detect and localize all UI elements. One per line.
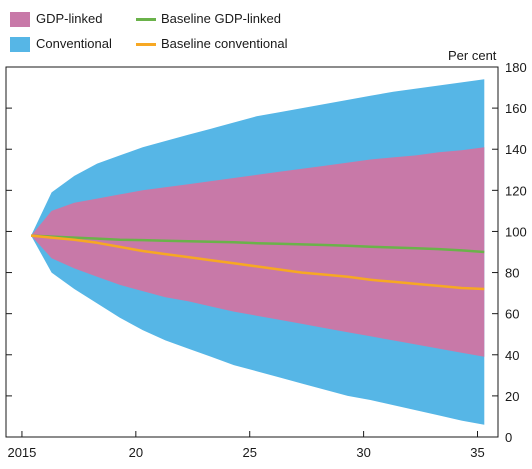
legend-label-baseline-conventional: Baseline conventional <box>161 36 288 51</box>
x-tick-label: 25 <box>242 445 256 460</box>
y-tick-label: 140 <box>505 142 527 157</box>
plot-frame <box>5 66 499 438</box>
x-tick-label: 30 <box>356 445 370 460</box>
legend-label-gdp-linked: GDP-linked <box>36 11 103 26</box>
legend-label-baseline-gdp-linked: Baseline GDP-linked <box>161 11 281 26</box>
legend-label-conventional: Conventional <box>36 36 112 51</box>
y-tick-label: 60 <box>505 307 519 322</box>
y-tick-label: 160 <box>505 101 527 116</box>
band-gdp-linked <box>31 147 485 357</box>
y-tick-label: 20 <box>505 389 519 404</box>
legend-line-baseline-gdp-linked <box>136 18 156 21</box>
y-axis-unit-label: Per cent <box>448 48 497 63</box>
chart-bands <box>31 79 485 425</box>
legend-swatch-conventional <box>10 37 30 52</box>
y-tick-label: 120 <box>505 183 527 198</box>
x-tick-label: 35 <box>470 445 484 460</box>
x-axis: 2015 20 25 30 35 <box>7 431 485 460</box>
line-baseline-gdp-linked <box>31 234 485 254</box>
chart-lines <box>30 234 485 291</box>
x-tick-label: 2015 <box>7 445 36 460</box>
legend-swatch-gdp-linked <box>10 12 30 27</box>
line-baseline-conventional <box>30 234 485 291</box>
y-tick-label: 80 <box>505 266 519 281</box>
y-axis: 0 20 40 60 80 100 120 140 160 180 <box>6 60 527 445</box>
y-tick-label: 40 <box>505 348 519 363</box>
y-tick-label: 180 <box>505 60 527 75</box>
y-tick-label: 100 <box>505 224 527 239</box>
legend-line-baseline-conventional <box>136 43 156 46</box>
x-tick-label: 20 <box>129 445 143 460</box>
y-tick-label: 0 <box>505 430 512 445</box>
